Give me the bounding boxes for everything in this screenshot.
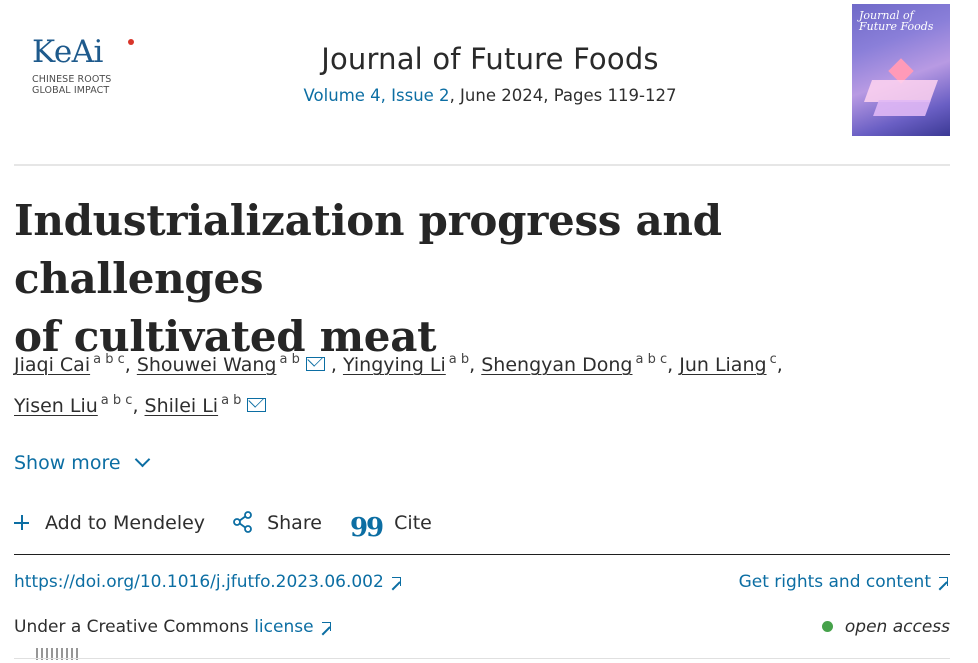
- external-link-icon: [391, 577, 401, 586]
- publisher-logo[interactable]: KeAi CHINESE ROOTS GLOBAL IMPACT: [32, 34, 134, 96]
- article-title-line1: Industrialization progress and challenge…: [14, 196, 722, 303]
- add-to-mendeley-button[interactable]: Add to Mendeley: [14, 512, 205, 534]
- author-entry: Yingying Li a b,: [342, 352, 482, 376]
- author-name-link[interactable]: Jiaqi Cai: [14, 354, 91, 376]
- author-name-link[interactable]: Shengyan Dong: [481, 354, 633, 376]
- issue-date-pages: , June 2024, Pages 119-127: [449, 86, 677, 105]
- author-entry: Shouwei Wang a b ,: [136, 352, 343, 376]
- article-actions: Add to Mendeley Share 99 Cite: [14, 510, 454, 543]
- open-access-label: open access: [844, 617, 950, 637]
- share-button[interactable]: Share: [233, 510, 322, 535]
- publisher-tagline-line1: CHINESE ROOTS: [32, 74, 112, 85]
- open-access-badge: open access: [821, 617, 950, 637]
- journal-header: Journal of Future Foods Volume 4, Issue …: [200, 40, 780, 107]
- author-separator: ,: [469, 354, 482, 376]
- journal-title[interactable]: Journal of Future Foods: [321, 42, 659, 76]
- author-affiliation-marker[interactable]: a b c: [635, 352, 668, 367]
- cover-title-line1: Journal of: [859, 9, 914, 22]
- author-name-link[interactable]: Yingying Li: [342, 354, 446, 376]
- journal-cover-image[interactable]: Journal of Future Foods: [852, 4, 950, 136]
- author-entry: Jiaqi Cai a b c,: [14, 352, 137, 376]
- chevron-down-icon: [134, 451, 150, 468]
- author-affiliation-marker[interactable]: c: [769, 352, 777, 367]
- license-notice: Under a Creative Commons license: [14, 617, 331, 637]
- header-divider: [14, 164, 950, 166]
- envelope-icon[interactable]: [305, 356, 325, 371]
- share-icon: [233, 510, 252, 533]
- article-title-line2: of cultivated meat: [14, 312, 437, 361]
- license-link-text: license: [254, 617, 314, 637]
- external-link-icon: [939, 577, 948, 586]
- journal-issue-info: Volume 4, Issue 2, June 2024, Pages 119-…: [200, 85, 780, 107]
- volume-issue-link[interactable]: Volume 4, Issue 2: [303, 86, 450, 105]
- author-separator: ,: [776, 354, 783, 376]
- doi-text: https://doi.org/10.1016/j.jfutfo.2023.06…: [14, 572, 384, 592]
- author-name-link[interactable]: Yisen Liu: [14, 395, 98, 417]
- cover-art-platform: [863, 80, 939, 102]
- external-link-icon: [321, 622, 331, 631]
- publisher-tagline: CHINESE ROOTS GLOBAL IMPACT: [32, 74, 132, 96]
- watermark-stamp: [36, 648, 80, 660]
- cover-art-platform-lower: [873, 100, 931, 116]
- cover-title-line2: Future Foods: [859, 20, 934, 33]
- author-entry: Jun Liang c,: [679, 352, 783, 376]
- author-affiliation-marker[interactable]: a b c: [93, 352, 125, 367]
- cite-label: Cite: [394, 512, 432, 534]
- author-separator: ,: [324, 354, 343, 376]
- author-name-link[interactable]: Shilei Li: [144, 395, 219, 417]
- author-affiliation-marker[interactable]: a b: [448, 352, 470, 367]
- show-more-label: Show more: [14, 452, 121, 474]
- author-separator: ,: [667, 354, 680, 376]
- plus-icon: [14, 515, 29, 530]
- logo-accent-dot: [128, 39, 134, 45]
- author-name-link[interactable]: Jun Liang: [679, 354, 767, 376]
- rights-text: Get rights and content: [738, 572, 931, 592]
- author-separator: ,: [132, 395, 145, 417]
- author-entry: Yisen Liu a b c,: [14, 393, 145, 417]
- author-affiliation-marker[interactable]: a b c: [100, 393, 133, 408]
- author-list: Jiaqi Cai a b c, Shouwei Wang a b , Yingyi…: [14, 346, 954, 428]
- open-access-dot-icon: [821, 621, 833, 632]
- license-link[interactable]: license: [254, 617, 331, 637]
- show-more-button[interactable]: Show more: [14, 451, 150, 474]
- actions-divider: [14, 554, 950, 555]
- cover-title: Journal of Future Foods: [859, 10, 933, 32]
- footer-divider: [14, 658, 950, 659]
- author-affiliation-marker[interactable]: a b: [221, 393, 242, 408]
- rights-link[interactable]: Get rights and content: [739, 572, 948, 592]
- publisher-name: KeAi: [32, 34, 103, 70]
- share-label: Share: [267, 512, 322, 534]
- publisher-tagline-line2: GLOBAL IMPACT: [32, 85, 110, 96]
- cite-button[interactable]: 99 Cite: [349, 512, 432, 543]
- author-entry: Shilei Li a b: [144, 393, 267, 417]
- article-title: Industrialization progress and challenge…: [14, 192, 954, 366]
- author-affiliation-marker[interactable]: a b: [279, 352, 300, 367]
- author-entry: Shengyan Dong a b c,: [481, 352, 680, 376]
- author-name-link[interactable]: Shouwei Wang: [136, 354, 277, 376]
- license-prefix: Under a Creative Commons: [14, 617, 255, 637]
- envelope-icon[interactable]: [247, 397, 267, 412]
- add-to-mendeley-label: Add to Mendeley: [45, 512, 206, 534]
- quote-icon: 99: [349, 512, 384, 543]
- doi-link[interactable]: https://doi.org/10.1016/j.jfutfo.2023.06…: [14, 572, 401, 592]
- author-separator: ,: [124, 354, 137, 376]
